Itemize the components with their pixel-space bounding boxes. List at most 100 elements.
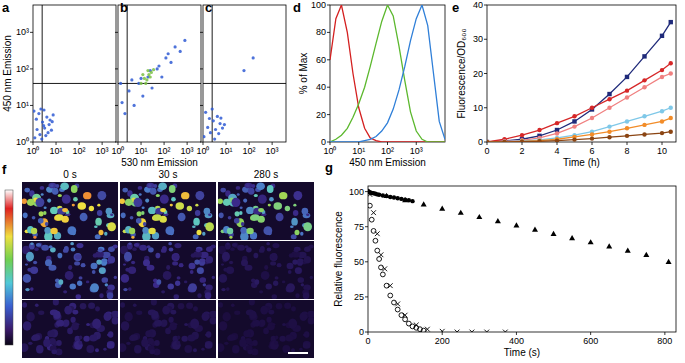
- cell-blob: [205, 222, 214, 231]
- cell-blob: [169, 185, 176, 193]
- data-point: [167, 52, 170, 55]
- data-point: [119, 82, 122, 85]
- cell-blob: [70, 242, 74, 245]
- cell-blob: [98, 230, 103, 235]
- panel-letter: g: [325, 160, 333, 175]
- data-point: [213, 138, 216, 141]
- panel-letter: a: [2, 0, 10, 15]
- data-point: [42, 124, 45, 127]
- x-tick: [272, 142, 273, 145]
- x-tick-label: 400: [509, 336, 524, 346]
- cell-blob: [45, 222, 49, 226]
- cell-blob: [222, 312, 230, 321]
- data-point: [607, 106, 611, 110]
- cell-blob: [142, 227, 148, 234]
- cell-blob: [97, 210, 103, 216]
- x-tick-label: 10²: [381, 146, 394, 156]
- cell-blob: [240, 206, 243, 208]
- cell-blob: [184, 323, 188, 326]
- x-tick-label: 10²: [243, 146, 256, 156]
- colorbar: [5, 190, 13, 345]
- cell-blob: [205, 292, 212, 299]
- cell-blob: [251, 214, 259, 220]
- data-point: [392, 195, 396, 199]
- cell-blob: [67, 226, 76, 235]
- x-tick-label: 800: [657, 336, 672, 346]
- cell-blob: [103, 348, 106, 351]
- cell-blob: [53, 300, 59, 306]
- cell-blob: [245, 245, 249, 248]
- image-cell: [218, 182, 314, 240]
- cell-blob: [99, 293, 103, 298]
- column-label: 0 s: [63, 169, 76, 180]
- cell-blob: [94, 226, 98, 229]
- cell-blob: [254, 279, 259, 285]
- cell-blob: [170, 322, 177, 330]
- data-point: [607, 135, 611, 139]
- cell-blob: [223, 199, 231, 206]
- cell-blob: [258, 195, 267, 204]
- cell-blob: [299, 348, 302, 351]
- data-point: [660, 119, 664, 123]
- cell-blob: [100, 267, 107, 273]
- data-point: [669, 71, 673, 75]
- cell-blob: [301, 283, 304, 286]
- cell-blob: [154, 340, 160, 346]
- data-point: [520, 139, 524, 142]
- cell-blob: [44, 206, 47, 208]
- data-point: [590, 116, 594, 120]
- cell-blob: [39, 211, 44, 216]
- data-point: [51, 120, 54, 123]
- cell-blob: [80, 303, 87, 309]
- cell-blob: [237, 245, 245, 251]
- cell-blob: [193, 306, 198, 311]
- cell-blob: [252, 320, 260, 327]
- data-point: [179, 50, 182, 53]
- cell-blob: [241, 259, 248, 266]
- cell-blob: [95, 218, 102, 226]
- figure: a10⁰10¹10²10³10⁰10¹10²10³450 nm Emission…: [0, 0, 685, 363]
- image-background: [218, 300, 314, 358]
- data-point: [410, 199, 414, 203]
- data-point: [395, 307, 400, 312]
- cell-blob: [231, 304, 235, 307]
- cell-blob: [38, 311, 44, 315]
- data-point: [421, 201, 427, 206]
- cell-blob: [218, 302, 223, 307]
- cell-blob: [22, 343, 28, 352]
- data-point: [625, 119, 629, 123]
- panel-a: a10⁰10¹10²10³10⁰10¹10²10³450 nm Emission: [2, 0, 116, 156]
- cell-blob: [86, 323, 90, 326]
- cell-blob: [53, 311, 60, 319]
- data-point: [41, 121, 44, 124]
- cell-blob: [76, 323, 79, 325]
- cell-blob: [225, 243, 231, 250]
- cell-blob: [74, 341, 83, 350]
- y-tick-label: 50: [354, 257, 364, 267]
- cell-blob: [76, 294, 81, 299]
- panel-d: d10⁰10¹10²10³020406080100450 nm Emission…: [293, 0, 445, 168]
- cell-blob: [293, 191, 302, 200]
- cell-blob: [212, 276, 215, 279]
- data-point: [425, 327, 430, 332]
- data-point: [607, 130, 611, 134]
- cell-blob: [33, 261, 37, 265]
- cell-blob: [190, 270, 194, 274]
- y-tick-label: 20: [316, 110, 326, 120]
- data-point: [555, 121, 559, 125]
- cell-blob: [189, 263, 196, 269]
- cell-blob: [162, 306, 170, 315]
- cell-blob: [293, 210, 299, 216]
- data-point: [37, 112, 40, 115]
- cell-blob: [282, 345, 290, 353]
- data-point: [156, 67, 159, 70]
- cell-blob: [206, 331, 211, 337]
- plot-frame: [33, 5, 116, 142]
- data-point: [214, 128, 217, 131]
- x-tick-label: 8: [624, 146, 629, 156]
- cell-blob: [76, 243, 83, 248]
- data-point: [371, 229, 376, 234]
- data-point: [375, 231, 380, 236]
- cell-blob: [153, 214, 161, 220]
- cell-blob: [258, 208, 264, 212]
